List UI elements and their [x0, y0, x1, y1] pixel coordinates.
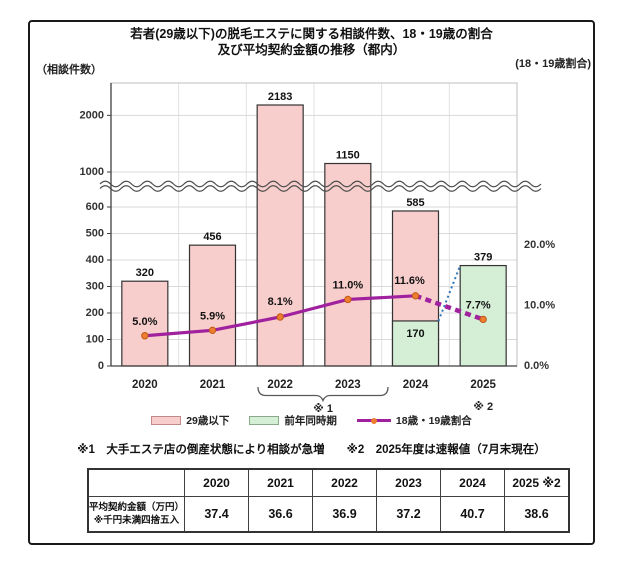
inner-bar-label: 170 [406, 328, 424, 340]
bar-label: 379 [474, 252, 492, 264]
percent-label: 11.6% [394, 275, 425, 287]
line-marker-2025 [479, 315, 487, 324]
left-axis-tick: 100 [86, 334, 104, 346]
legend-item-ratio-line: 18歳・19歳割合 [356, 413, 472, 428]
bar-label: 1150 [336, 150, 360, 162]
legend-item-under29: 29歳以下 [151, 413, 229, 428]
footnotes: ※1 大手エステ店の倒産状態により相談が急増 ※2 2025年度は速報値（7月末現… [28, 441, 595, 457]
left-axis-tick: 0 [98, 360, 104, 372]
chart-legend: 29歳以下 前年同時期 18歳・19歳割合 [28, 413, 595, 428]
note1-marker: ※ 1 [313, 403, 333, 415]
percent-labels: 5.0% 5.9% 8.1% 11.0% 11.6% 7.7% [132, 275, 491, 328]
axis-break-waves [99, 180, 542, 192]
figure-title: 若者(29歳以下)の脱毛エステに関する相談件数、18・19歳の割合 及び平均契約… [28, 26, 595, 58]
legend-label: 29歳以下 [186, 415, 230, 427]
right-axis-caption: (18・19歳割合) [515, 58, 591, 70]
right-axis-tick: 10.0% [524, 300, 555, 312]
legend-label: 18歳・19歳割合 [395, 415, 472, 427]
table-header-row: 2020 2021 2022 2023 2024 2025 ※2 [87, 468, 570, 497]
title-line-2: 及び平均契約金額の推移（都内） [217, 43, 406, 57]
table-value-cell: 36.9 [312, 496, 377, 533]
x-axis-label: 2024 [403, 379, 429, 391]
bar-value-labels: 320 456 2183 1150 585 379 170 [136, 91, 493, 340]
table-year-header: 2020 [184, 468, 249, 497]
percent-label: 5.9% [200, 310, 225, 322]
bar-2021-under29 [188, 244, 237, 367]
left-axis-tick: 2000 [80, 109, 104, 121]
legend-label: 前年同時期 [284, 415, 337, 427]
line-marker-2020 [141, 332, 149, 340]
bar-2020-under29 [121, 280, 169, 367]
axes [107, 83, 517, 367]
left-axis-tick: 300 [86, 281, 104, 293]
gridlines [110, 82, 518, 367]
x-axis-label: 2021 [200, 379, 226, 391]
x-axis-label: 2022 [267, 379, 293, 391]
table-value-row: 平均契約金額（万円） ※千円未満四捨五入 37.4 36.6 36.9 37.2… [87, 496, 570, 533]
footnote-2: ※2 2025年度は速報値（7月末現在） [346, 444, 546, 456]
table-row-label: 平均契約金額（万円） ※千円未満四捨五入 [87, 496, 185, 533]
footnote-1: ※1 大手エステ店の倒産状態により相談が急増 [77, 444, 325, 456]
table-year-header: 2024 [440, 468, 505, 497]
line-marker-2023 [344, 295, 352, 304]
left-axis-tick: 600 [86, 201, 104, 213]
percent-label: 5.0% [132, 316, 157, 328]
note2-marker: ※ 2 [473, 401, 493, 413]
line-marker-2022 [276, 313, 284, 321]
x-axis-label: 2023 [335, 379, 361, 391]
table-corner-cell [87, 468, 185, 497]
left-axis-caption: （相談件数） [36, 64, 102, 76]
bar-2024-prev-period [391, 320, 440, 367]
line-swatch-icon [356, 416, 391, 425]
left-axis-tick: 1000 [80, 166, 104, 178]
title-line-1: 若者(29歳以下)の脱毛エステに関する相談件数、18・19歳の割合 [130, 27, 493, 41]
bar-label: 456 [203, 231, 221, 243]
row-label-line-2: ※千円未満四捨五入 [93, 515, 180, 526]
table-year-header: 2025 ※2 [504, 468, 570, 497]
table-year-header: 2022 [312, 468, 377, 497]
line-marker-2024 [411, 292, 420, 300]
bar-label: 320 [136, 267, 154, 279]
x-axis-label: 2025 [470, 379, 496, 391]
legend-item-prev-year-period: 前年同時期 [249, 413, 337, 428]
bar-2023-under29 [324, 162, 372, 367]
percent-label: 7.7% [466, 299, 491, 311]
percent-label: 8.1% [268, 296, 293, 308]
row-label-line-1: 平均契約金額（万円） [89, 501, 185, 513]
pink-bar-swatch-icon [151, 416, 182, 425]
avg-contract-table: 2020 2021 2022 2023 2024 2025 ※2 平均契約金額（… [87, 468, 570, 533]
bar-2022-under29 [256, 104, 304, 367]
table-year-header: 2021 [248, 468, 313, 497]
annotation-markers: ※ 1 ※ 2 [257, 386, 493, 415]
percent-label: 11.0% [333, 279, 364, 291]
bar-label: 585 [406, 197, 424, 209]
table-value-cell: 37.4 [184, 496, 249, 533]
table-value-cell: 40.7 [440, 496, 505, 533]
left-axis-tick: 200 [86, 307, 104, 319]
left-axis-tick: 400 [86, 254, 104, 266]
bar-label: 2183 [268, 91, 292, 103]
table-value-cell: 36.6 [248, 496, 313, 533]
table-year-header: 2023 [376, 468, 441, 497]
axis-labels: 0 100 200 300 400 500 600 1000 2000 0.0% 10.0% 20.0… [80, 109, 556, 391]
right-axis-tick: 0.0% [524, 360, 549, 372]
green-bar-swatch-icon [249, 416, 280, 425]
line-marker-2021 [208, 326, 217, 335]
right-axis-tick: 20.0% [524, 239, 555, 251]
ratio-line-group [141, 292, 487, 340]
x-axis-label: 2020 [132, 379, 158, 391]
table-value-cell: 38.6 [504, 496, 570, 533]
left-axis-tick: 500 [86, 228, 104, 240]
bars-group [121, 104, 507, 367]
table-value-cell: 37.2 [376, 496, 441, 533]
